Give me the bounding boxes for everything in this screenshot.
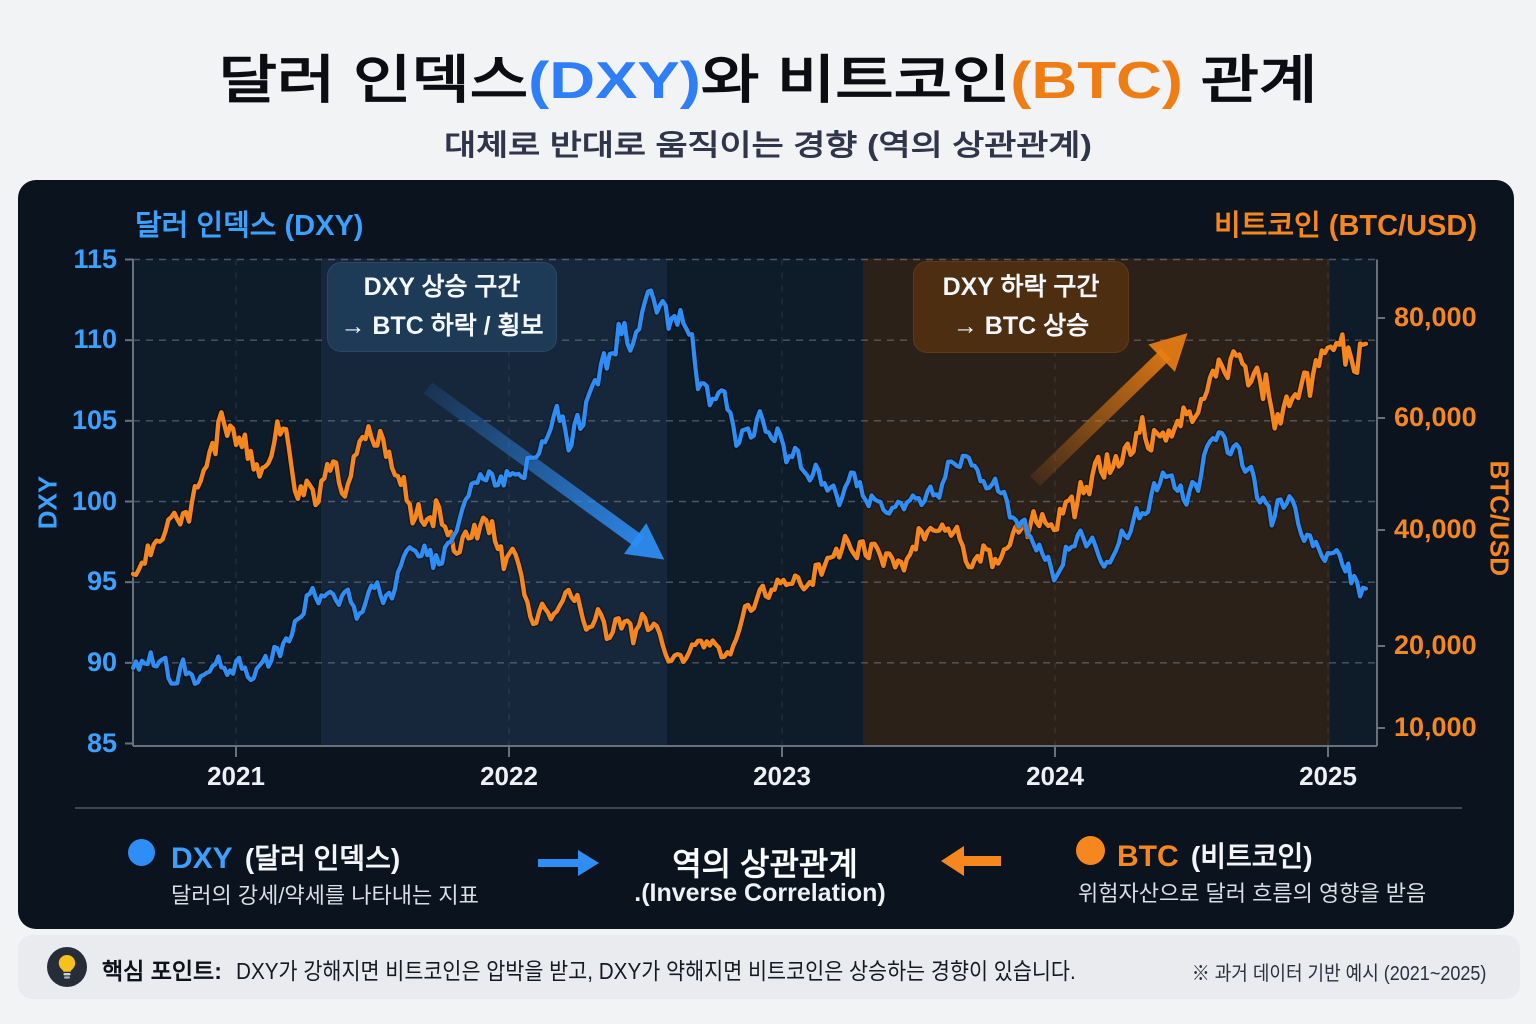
right-axis-tick-label: 20,000	[1394, 630, 1477, 660]
annotation-line1: DXY 하락 구간	[942, 273, 1100, 301]
btc-legend-desc: 위험자산으로 달러 흐름의 영향을 받음	[1078, 881, 1427, 906]
left-arrow-icon	[941, 846, 1001, 876]
right-axis-tick-label: 80,000	[1394, 302, 1477, 332]
trend-arrow-shaft	[423, 382, 645, 548]
btc-line	[130, 332, 1369, 665]
right-axis-tick-label: 40,000	[1394, 514, 1477, 544]
legend-center-title: 역의 상관관계	[672, 846, 858, 882]
annotation-box-dxy-rise: DXY 상승 구간 → BTC 하락 / 횡보	[327, 262, 557, 352]
legend-divider	[75, 807, 1462, 809]
legend-center-subtitle: .(Inverse Correlation)	[634, 879, 886, 907]
x-axis-tick-label: 2023	[753, 761, 811, 791]
dxy-legend-desc: 달러의 강세/약세를 나타내는 지표	[171, 883, 479, 908]
x-axis-tick-label: 2022	[480, 761, 538, 791]
right-axis-title: BTC/USD	[1484, 460, 1515, 577]
annotation-line2: → BTC 하락 / 횡보	[340, 312, 544, 340]
annotation-line1: DXY 상승 구간	[363, 273, 521, 301]
lightbulb-icon	[47, 947, 87, 987]
dxy-line	[131, 288, 1369, 686]
page-title: 달러 인덱스(DXY)와 비트코인(BTC) 관계	[0, 38, 1536, 113]
left-axis-tick-label: 85	[86, 727, 117, 758]
page-subtitle: 대체로 반대로 움직이는 경향 (역의 상관관계)	[444, 130, 1092, 162]
dxy-legend-dot	[128, 839, 155, 866]
trend-arrow-head	[1148, 333, 1188, 372]
key-point-row: 핵심 포인트: DXY가 강해지면 비트코인은 압박을 받고, DXY가 약해지…	[102, 952, 1169, 986]
left-axis-tick-label: 95	[86, 566, 117, 597]
dxy-legend-name: DXY	[171, 842, 233, 875]
right-axis-tick-label: 60,000	[1394, 402, 1477, 432]
btc-legend-label: BTC (비트코인)	[1117, 835, 1313, 875]
btc-legend-name: BTC	[1117, 840, 1179, 873]
btc-legend-name-suffix: (비트코인)	[1190, 841, 1313, 872]
title-part: 관계	[1182, 52, 1318, 110]
key-point-bar	[18, 935, 1520, 999]
title-part: (BTC)	[1010, 52, 1183, 110]
left-axis-tick-label: 115	[73, 243, 117, 274]
dxy-legend-label: DXY (달러 인덱스)	[171, 837, 400, 877]
key-point-text: DXY가 강해지면 비트코인은 압박을 받고, DXY가 약해지면 비트코인은 …	[235, 958, 1076, 984]
annotation-line2: → BTC 상승	[952, 312, 1090, 340]
btc-legend-dot	[1076, 836, 1105, 865]
left-axis-corner-label: 달러 인덱스 (DXY)	[135, 210, 364, 242]
trend-arrow-shaft	[1030, 348, 1171, 487]
right-axis-corner-label: 비트코인 (BTC/USD)	[1214, 210, 1477, 242]
key-point-label: 핵심 포인트:	[102, 958, 222, 984]
x-axis-tick-label: 2025	[1299, 761, 1357, 791]
right-axis-tick-label: 10,000	[1394, 712, 1477, 742]
right-arrow-icon	[538, 850, 599, 876]
left-axis-tick-label: 110	[73, 324, 117, 355]
data-note: ※ 과거 데이터 기반 예시 (2021~2025)	[1191, 963, 1486, 985]
x-axis-tick-label: 2024	[1026, 761, 1084, 791]
title-part: 달러 인덱스	[218, 52, 529, 110]
title-part: 와 비트코인	[700, 52, 1011, 110]
left-axis-tick-label: 100	[71, 485, 117, 516]
left-axis-tick-label: 105	[71, 404, 117, 435]
left-axis-tick-label: 90	[86, 646, 117, 677]
title-part: (DXY)	[528, 52, 701, 110]
annotation-box-dxy-fall: DXY 하락 구간 → BTC 상승	[913, 261, 1129, 353]
trend-arrow-head	[623, 523, 665, 560]
x-axis-tick-label: 2021	[207, 761, 265, 791]
legend-row: DXY (달러 인덱스) 달러의 강세/약세를 나타내는 지표 역의 상관관계 …	[0, 826, 1536, 916]
dxy-legend-name-suffix: (달러 인덱스)	[244, 843, 401, 874]
